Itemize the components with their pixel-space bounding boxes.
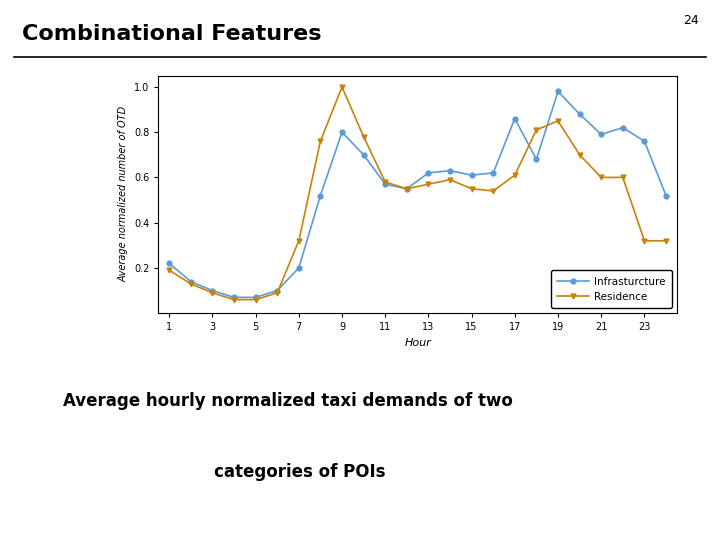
Infrasturcture: [618, 124, 627, 131]
Residence: [662, 238, 670, 244]
Infrasturcture: [294, 265, 303, 271]
Residence: [230, 296, 238, 303]
Infrasturcture: [230, 294, 238, 301]
Infrasturcture: [424, 170, 433, 176]
Residence: [273, 289, 282, 296]
Infrasturcture: [251, 294, 260, 301]
Residence: [467, 186, 476, 192]
Infrasturcture: [532, 156, 541, 163]
Y-axis label: Average normalized number of OTD: Average normalized number of OTD: [119, 106, 128, 282]
Residence: [640, 238, 649, 244]
Residence: [338, 84, 346, 90]
Residence: [165, 267, 174, 273]
Residence: [510, 172, 519, 178]
Legend: Infrasturcture, Residence: Infrasturcture, Residence: [551, 271, 672, 308]
Text: 24: 24: [683, 14, 698, 26]
Residence: [597, 174, 606, 181]
Infrasturcture: [165, 260, 174, 267]
Infrasturcture: [208, 287, 217, 294]
Infrasturcture: [316, 192, 325, 199]
Residence: [186, 281, 195, 287]
Residence: [618, 174, 627, 181]
Infrasturcture: [575, 111, 584, 117]
Residence: [359, 133, 368, 140]
Infrasturcture: [662, 192, 670, 199]
Residence: [575, 152, 584, 158]
Infrasturcture: [446, 167, 454, 174]
Residence: [489, 188, 498, 194]
Infrasturcture: [467, 172, 476, 178]
Infrasturcture: [510, 116, 519, 122]
Infrasturcture: [597, 131, 606, 138]
Text: Average hourly normalized taxi demands of two: Average hourly normalized taxi demands o…: [63, 393, 513, 410]
Residence: [446, 177, 454, 183]
Line: Infrasturcture: Infrasturcture: [167, 89, 668, 300]
Text: Combinational Features: Combinational Features: [22, 24, 321, 44]
Infrasturcture: [273, 287, 282, 294]
Residence: [316, 138, 325, 145]
Text: categories of POIs: categories of POIs: [191, 463, 385, 481]
Residence: [381, 179, 390, 185]
Infrasturcture: [359, 152, 368, 158]
Infrasturcture: [381, 181, 390, 187]
Residence: [208, 289, 217, 296]
Infrasturcture: [338, 129, 346, 136]
Residence: [251, 296, 260, 303]
Residence: [294, 238, 303, 244]
Infrasturcture: [640, 138, 649, 145]
Infrasturcture: [554, 88, 562, 94]
Residence: [402, 186, 411, 192]
Line: Residence: Residence: [167, 84, 668, 302]
X-axis label: Hour: Hour: [404, 338, 431, 348]
Residence: [424, 181, 433, 187]
Infrasturcture: [402, 186, 411, 192]
Infrasturcture: [186, 278, 195, 285]
Residence: [554, 118, 562, 124]
Residence: [532, 127, 541, 133]
Infrasturcture: [489, 170, 498, 176]
